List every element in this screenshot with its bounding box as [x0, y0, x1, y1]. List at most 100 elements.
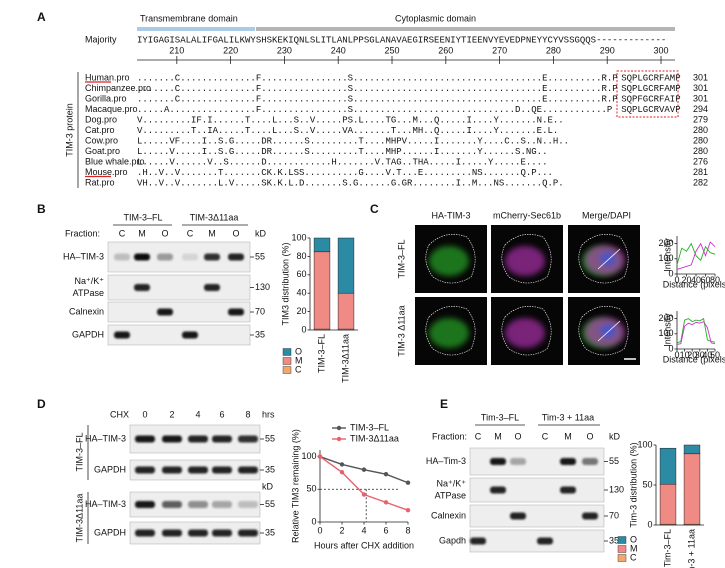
x-tick-label: 40	[702, 350, 712, 360]
species-name: Rat.pro	[85, 177, 115, 187]
x-tick-label: 20	[687, 350, 697, 360]
row-label: HA–TIM-3	[85, 499, 126, 509]
y-tick-label: 0	[668, 343, 673, 353]
panel-label: B	[37, 202, 46, 216]
y-tick-label: 40	[296, 288, 306, 298]
y-tick-label: 80	[296, 251, 306, 261]
blot-band	[204, 253, 220, 261]
time-label: 6	[219, 409, 224, 419]
blot-band	[162, 435, 182, 443]
x-tick-label: 10	[680, 350, 690, 360]
legend-swatch	[282, 348, 292, 356]
consensus-label: Majority	[85, 34, 117, 44]
sequence-length: 280	[693, 135, 708, 145]
y-tick-label: 0	[301, 324, 306, 334]
cell-outline	[501, 234, 552, 284]
legend-label: C	[630, 552, 637, 562]
kd-marker: 55	[265, 499, 275, 509]
fraction: O	[586, 431, 593, 441]
cell-signal	[505, 246, 545, 276]
group-label: TIM-3–FL	[123, 212, 162, 222]
y-axis-label: TIM3 distribution (%)	[280, 242, 290, 325]
legend-marker	[336, 425, 342, 431]
y-tick-label: 20	[296, 306, 306, 316]
data-point	[383, 500, 389, 505]
fraction: M	[494, 431, 502, 441]
blot-band	[510, 458, 526, 465]
species-name: Cow.pro	[85, 135, 118, 145]
row-label: ATPase	[73, 288, 104, 298]
row-label: GAPDH	[94, 464, 126, 474]
x-axis-label: Distance (pixels)	[663, 279, 725, 289]
data-point	[405, 480, 411, 485]
data-point	[361, 467, 367, 472]
panel-label: D	[37, 397, 46, 411]
bar-segment	[337, 237, 355, 294]
y-tick-label: 0	[311, 516, 316, 526]
fraction: C	[187, 228, 194, 238]
c-terminal-tail: SQPLGCRVAVP	[621, 105, 680, 115]
sequence-length: 301	[693, 93, 708, 103]
row-label: TIM-3 Δ11aa	[396, 305, 406, 356]
x-axis-label: Hours after CHX addition	[314, 540, 414, 550]
c-terminal-tail: SQPFGCRFAIP	[621, 94, 680, 104]
c-terminal-tail: SQPLGCRFAMP	[621, 73, 680, 83]
ruler-label: 250	[384, 45, 399, 55]
fraction-label: Fraction:	[432, 431, 467, 441]
sequence-length: 281	[693, 167, 708, 177]
series-line	[676, 321, 716, 345]
sequence: .......C..............F................S…	[137, 73, 618, 83]
legend-label: O	[630, 534, 637, 544]
row-label: HA–Tim-3	[426, 456, 466, 466]
blot-band	[135, 529, 155, 537]
blot-band	[204, 284, 220, 291]
kd-label: kD	[255, 228, 267, 238]
blot-band	[582, 512, 598, 520]
x-tick-label: TIM-3–FL	[316, 334, 326, 373]
group-label: Tim-3 + 11aa	[542, 412, 594, 422]
blot-band	[238, 435, 258, 443]
legend-swatch	[282, 357, 292, 365]
blot-band	[238, 466, 258, 474]
time-label: 4	[195, 409, 200, 419]
sequence: V.........IF.I......T....L...S..V.....PS…	[137, 115, 564, 125]
y-axis-label: Intensity	[662, 238, 672, 272]
x-tick-label: 60	[700, 275, 710, 285]
legend-label: O	[295, 346, 302, 356]
blot-band	[560, 458, 576, 465]
series-line	[676, 241, 716, 270]
profile-line	[597, 248, 621, 270]
blot-band	[134, 284, 150, 291]
row-label: TIM-3–FL	[396, 239, 406, 278]
x-tick-label: Tim-3–FL	[662, 529, 672, 567]
kd-marker: 55	[255, 251, 265, 261]
data-point	[383, 472, 389, 477]
blot	[469, 477, 605, 503]
blot-band	[114, 331, 130, 339]
species-name: Macaque.pro	[85, 104, 138, 114]
data-point	[317, 454, 323, 459]
kd-marker: 55	[265, 433, 275, 443]
blot	[107, 274, 251, 301]
fraction: M	[138, 228, 146, 238]
sequence: V.........T..IA.....T....L...S..V.....VA…	[137, 126, 558, 136]
time-label: 0	[142, 409, 147, 419]
legend-marker	[336, 436, 342, 442]
y-tick-label: 50	[642, 479, 652, 489]
ruler-label: 280	[546, 45, 561, 55]
x-tick-label: 20	[681, 275, 691, 285]
time-label: 8	[245, 409, 250, 419]
panel-label: C	[370, 202, 379, 216]
blot-band	[228, 308, 244, 316]
bar-segment	[313, 237, 331, 253]
domain-label: Transmembrane domain	[140, 13, 238, 23]
kd-marker: 35	[609, 535, 619, 545]
profile-line	[597, 320, 621, 342]
x-tick-label: 4	[361, 525, 366, 535]
cell-outline	[578, 234, 629, 284]
consensus: IYIGAGISALALIFGALILKWYSHSKEKIQNLSLITLANL…	[137, 35, 666, 45]
row-label: GAPDH	[94, 527, 126, 537]
tail-box	[616, 70, 679, 118]
c-terminal-tail: SQPLGCRFAMP	[621, 84, 680, 94]
group-label: TIM-3 protein	[64, 103, 74, 157]
